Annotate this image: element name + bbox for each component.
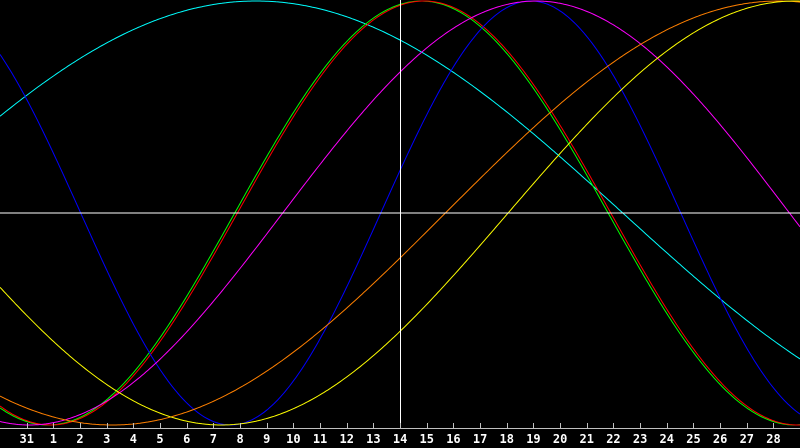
x-tick-label: 14 xyxy=(393,432,407,446)
x-tick-label: 8 xyxy=(236,432,243,446)
x-tick-label: 7 xyxy=(210,432,217,446)
x-tick-label: 28 xyxy=(766,432,780,446)
x-tick-label: 26 xyxy=(713,432,727,446)
x-tick-label: 21 xyxy=(580,432,594,446)
x-axis-ticks: 31 1 2 3 4 5 6 7 8 9 10 11 12 13 14 15 16 17 18 19 20 21 22 23 2… xyxy=(19,423,781,446)
x-tick-label: 2 xyxy=(76,432,83,446)
x-tick-label: 24 xyxy=(660,432,674,446)
x-tick-label: 19 xyxy=(526,432,540,446)
x-tick-label: 15 xyxy=(420,432,434,446)
x-tick-label: 25 xyxy=(686,432,700,446)
x-tick-label: 22 xyxy=(606,432,620,446)
x-tick-label: 3 xyxy=(103,432,110,446)
x-tick-label: 4 xyxy=(130,432,137,446)
x-tick-label: 10 xyxy=(286,432,300,446)
x-tick-label: 16 xyxy=(446,432,460,446)
x-tick-label: 31 xyxy=(19,432,33,446)
x-tick-label: 23 xyxy=(633,432,647,446)
x-tick-label: 20 xyxy=(553,432,567,446)
x-tick-label: 5 xyxy=(156,432,163,446)
x-tick-label: 11 xyxy=(313,432,327,446)
x-tick-label: 27 xyxy=(740,432,754,446)
x-tick-label: 12 xyxy=(340,432,354,446)
x-tick-label: 18 xyxy=(500,432,514,446)
x-tick-label: 13 xyxy=(366,432,380,446)
x-tick-label: 17 xyxy=(473,432,487,446)
x-tick-label: 1 xyxy=(50,432,57,446)
x-tick-label: 9 xyxy=(263,432,270,446)
x-tick-label: 6 xyxy=(183,432,190,446)
